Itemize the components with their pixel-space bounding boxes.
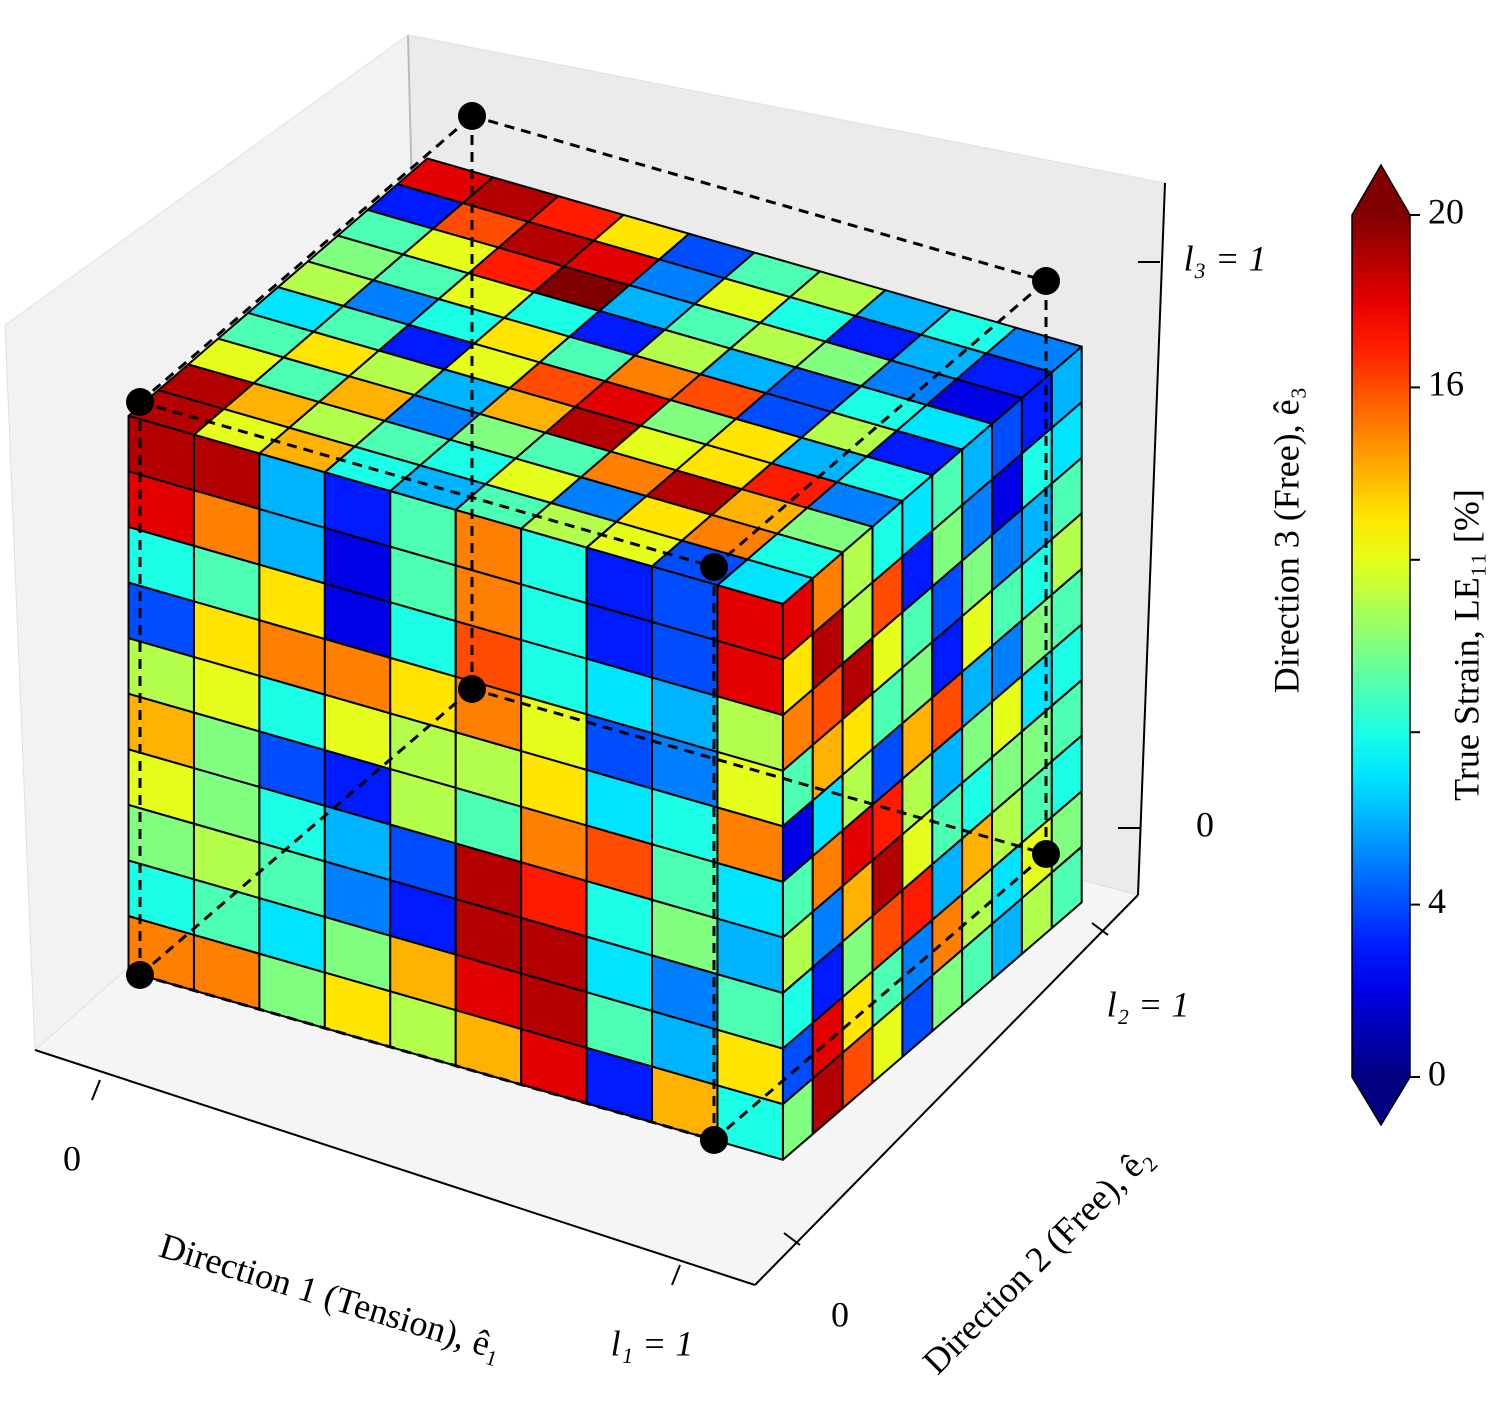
colorbar-extend-bottom xyxy=(1352,1077,1410,1125)
reference-edge xyxy=(139,114,473,404)
reference-node xyxy=(700,1126,728,1154)
reference-cube xyxy=(126,102,1060,1154)
reference-edge xyxy=(471,687,1047,856)
colorbar-label: True Strain, LE₁₁ [%] xyxy=(1446,489,1486,801)
reference-node xyxy=(458,675,486,703)
tick-label: l₂ = 1 xyxy=(1107,984,1190,1024)
x-axis-line xyxy=(34,1049,756,1286)
reference-node xyxy=(1032,840,1060,868)
mesh-cell xyxy=(716,1084,784,1161)
mesh xyxy=(127,157,1083,1161)
y-axis-line xyxy=(754,894,1139,1286)
z-axis-line xyxy=(1137,182,1166,896)
reference-node xyxy=(126,388,154,416)
reference-node xyxy=(458,102,486,130)
reference-edge xyxy=(713,279,1047,569)
tick-label: l₃ = 1 xyxy=(1184,238,1267,278)
colorbar-extend-top xyxy=(1352,165,1410,215)
tick-mark xyxy=(1091,922,1109,936)
colorbar-tick-label: 16 xyxy=(1428,364,1464,404)
axis-ticks: 0 l₁ = 1 0 l₂ = 1 0 l₃ = 1 xyxy=(63,238,1266,1363)
tick-label: 0 xyxy=(63,1138,81,1178)
z-axis-label: Direction 3 (Free), ê₃ xyxy=(1266,387,1306,693)
tick-label: l₁ = 1 xyxy=(611,1323,694,1363)
tick-label: 0 xyxy=(831,1294,849,1334)
colorbar-tick-label: 20 xyxy=(1428,191,1464,231)
tick-mark xyxy=(91,1079,101,1101)
colorbar-tick-label: 4 xyxy=(1428,881,1446,921)
reference-edge xyxy=(139,973,715,1142)
reference-edge xyxy=(139,400,715,569)
reference-edge xyxy=(139,687,473,977)
y-axis-label: Direction 2 (Free), ê₂ xyxy=(915,1137,1160,1382)
colorbar-gradient xyxy=(1352,215,1410,1077)
tick-mark xyxy=(783,1232,801,1246)
reference-node xyxy=(126,961,154,989)
mesh-cell xyxy=(1050,845,1083,930)
reference-node xyxy=(700,553,728,581)
x-axis-label: Direction 1 (Tension), ê₁ xyxy=(155,1225,507,1367)
reference-node xyxy=(1032,267,1060,295)
tick-mark xyxy=(671,1264,681,1286)
colorbar-tick-label: 0 xyxy=(1428,1053,1446,1093)
colorbar: 0 4 16 20 xyxy=(1351,163,1464,1127)
reference-edge xyxy=(471,114,1047,283)
tick-label: 0 xyxy=(1196,804,1214,844)
reference-edge xyxy=(713,852,1047,1142)
